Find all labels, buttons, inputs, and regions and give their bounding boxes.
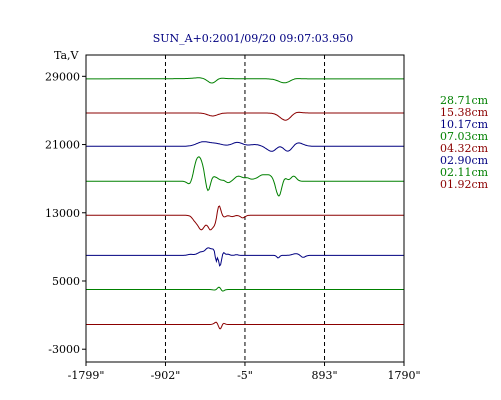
series-line [86, 321, 404, 330]
y-tick-label: 5000 [52, 275, 80, 288]
series-line [86, 111, 404, 121]
legend-entry: 15.38cm [440, 106, 489, 119]
legend-entry: 01.92cm [440, 178, 489, 191]
legend-entry: 04.32cm [440, 142, 489, 155]
series-layer [86, 77, 404, 330]
legend-entry: 02.90cm [440, 154, 489, 167]
x-tick-label: 893" [311, 369, 337, 382]
vertical-guides [164, 55, 326, 362]
legend-entry: 07.03cm [440, 130, 489, 143]
legend: 28.71cm15.38cm10.17cm07.03cm04.32cm02.90… [440, 94, 489, 191]
y-axis: 29000 21000 13000 5000 -3000 [45, 70, 86, 356]
series-line [86, 141, 404, 152]
y-tick-label: 13000 [45, 207, 80, 220]
y-axis-label: Ta,V [54, 49, 80, 62]
series-line [86, 77, 404, 84]
y-tick-label: -3000 [48, 343, 80, 356]
series-line [86, 247, 404, 267]
series-line [86, 286, 404, 292]
legend-entry: 10.17cm [440, 118, 489, 131]
y-tick-label: 21000 [45, 139, 80, 152]
chart-title: SUN_A+0:2001/09/20 09:07:03.950 [153, 32, 354, 45]
x-tick-label: -902" [151, 369, 181, 382]
y-tick-label: 29000 [45, 70, 80, 83]
x-axis: -1799" -902" -5" 893" 1790" [68, 362, 421, 382]
series-line [86, 156, 404, 197]
legend-entry: 02.11cm [440, 166, 489, 179]
x-tick-label: 1790" [387, 369, 420, 382]
x-tick-label: -5" [237, 369, 253, 382]
legend-entry: 28.71cm [440, 94, 489, 107]
x-tick-label: -1799" [68, 369, 105, 382]
series-line [86, 205, 404, 231]
